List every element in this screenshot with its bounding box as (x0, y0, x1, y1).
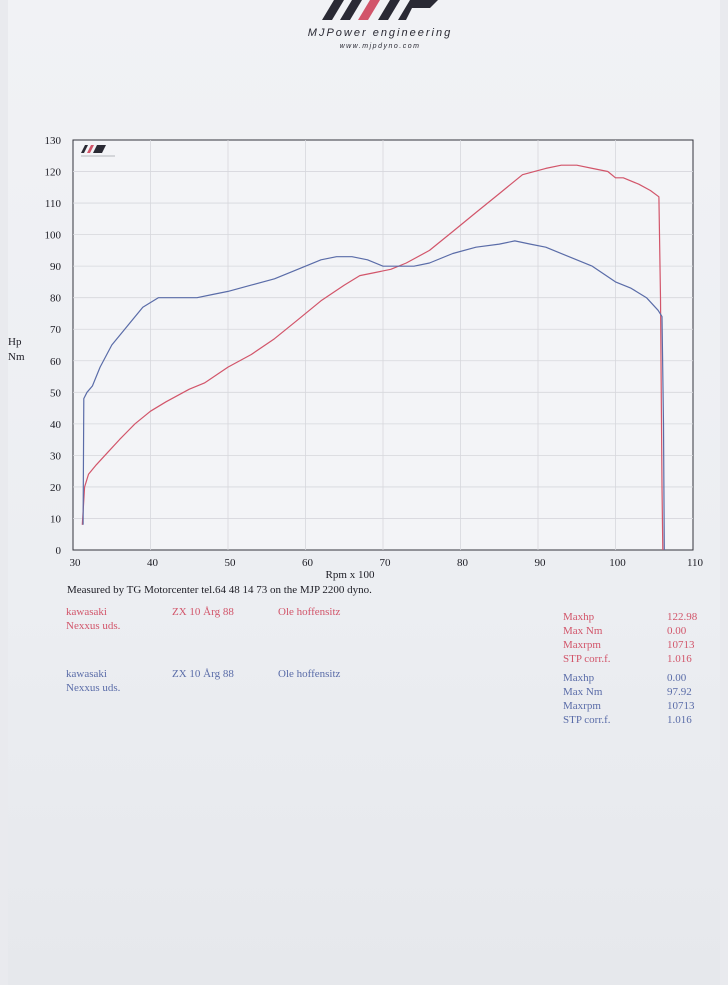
run1-stat-value: 0.00 (667, 625, 687, 637)
measured-note: Measured by TG Motorcenter tel.64 48 14 … (67, 584, 372, 596)
run2-owner: Ole hoffensitz (278, 668, 341, 680)
y-tick-label: 60 (50, 356, 62, 368)
plot-logo-icon (81, 145, 88, 153)
dyno-chart: 0 10 20 30 40 50 60 70 80 90 100 110 120 130 30 40 50 60 7… (8, 135, 704, 581)
series-line-hp (81, 164, 664, 551)
plot-logo-icon (93, 145, 106, 153)
brand-url: www.mjpdyno.com (339, 43, 421, 50)
y-tick-label: 40 (50, 419, 62, 431)
plot-logo-icon (87, 145, 94, 153)
run2-stat-value: 97.92 (667, 686, 692, 698)
run1-shop: Nexxus uds. (66, 620, 121, 632)
y-tick-label: 80 (50, 293, 62, 305)
run2-model: ZX 10 Årg 88 (172, 668, 234, 680)
x-tick-label: 50 (225, 557, 237, 569)
x-tick-label: 90 (535, 557, 547, 569)
run2-stat-label: Maxrpm (563, 700, 601, 712)
run1-stat-label: Maxhp (563, 611, 595, 623)
run1-stat-value: 122.98 (667, 611, 698, 623)
x-axis-label: Rpm x 100 (326, 569, 375, 581)
run1-make: kawasaki (66, 606, 107, 618)
x-tick-label: 100 (609, 557, 626, 569)
run2-stat-label: STP corr.f. (563, 714, 611, 726)
run1-owner: Ole hoffensitz (278, 606, 341, 618)
y-tick-label: 120 (45, 167, 62, 179)
run2-stat-value: 10713 (667, 700, 695, 712)
y-tick-label: 100 (45, 230, 62, 242)
y-tick-label: 90 (50, 261, 62, 273)
run2-stat-value: 1.016 (667, 714, 692, 726)
run1-stat-value: 1.016 (667, 653, 692, 665)
y-tick-label: 50 (50, 387, 62, 399)
run2-stat-label: Max Nm (563, 686, 603, 698)
brand-name: MJPower engineering (307, 27, 453, 39)
mjpower-logo (322, 0, 438, 20)
x-tick-label: 80 (457, 557, 469, 569)
run1-stat-value: 10713 (667, 639, 695, 651)
x-tick-label: 70 (380, 557, 392, 569)
x-tick-label: 40 (147, 557, 159, 569)
run2-shop: Nexxus uds. (66, 682, 121, 694)
y-tick-label: 30 (50, 450, 62, 462)
y-tick-label: 10 (50, 513, 62, 525)
x-tick-label: 30 (70, 557, 82, 569)
run1-model: ZX 10 Årg 88 (172, 606, 234, 618)
run2-stat-value: 0.00 (667, 672, 687, 684)
y-tick-label: 110 (45, 198, 62, 210)
run2-stat-label: Maxhp (563, 672, 595, 684)
y-tick-label: 130 (45, 135, 62, 147)
x-tick-label: 110 (687, 557, 704, 569)
y-axis-label: Hp (8, 336, 22, 348)
y-tick-label: 0 (56, 545, 62, 557)
run1-stat-label: Max Nm (563, 625, 603, 637)
series-line-nm (82, 240, 665, 551)
run1-stat-label: Maxrpm (563, 639, 601, 651)
x-tick-label: 60 (302, 557, 314, 569)
y-tick-label: 20 (50, 482, 62, 494)
run2-make: kawasaki (66, 668, 107, 680)
y-tick-label: 70 (50, 324, 62, 336)
y-axis-label: Nm (8, 351, 25, 363)
run1-stat-label: STP corr.f. (563, 653, 611, 665)
